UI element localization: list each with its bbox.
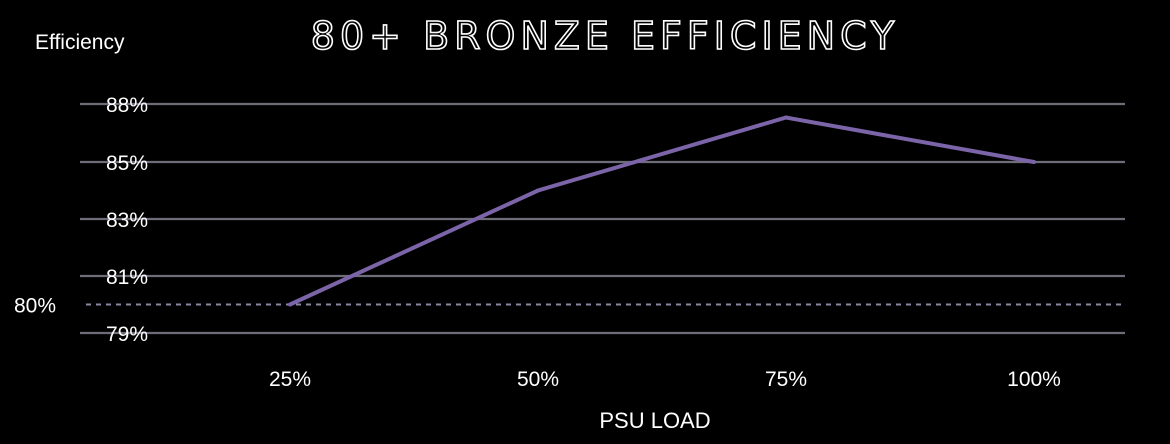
y-tick-label: 85%	[106, 152, 148, 175]
series-line	[289, 115, 1035, 307]
x-tick-label: 100%	[1007, 368, 1061, 391]
data-point	[288, 302, 292, 307]
x-tick-labels: 25% 50% 75% 100%	[269, 368, 1061, 391]
y-tick-label: 88%	[106, 94, 148, 117]
y-axis-label: Efficiency	[35, 31, 125, 54]
x-tick-label: 50%	[517, 368, 559, 391]
grid-lines	[80, 102, 1125, 335]
data-point	[784, 115, 788, 120]
y-tick-label: 83%	[106, 209, 148, 232]
x-tick-label: 75%	[765, 368, 807, 391]
data-point	[1032, 160, 1036, 164]
y-tick-label: 81%	[106, 266, 148, 289]
chart-title: 80+ BRONZE EFFICIENCY	[311, 14, 899, 58]
x-tick-label: 25%	[269, 368, 311, 391]
data-point	[536, 188, 540, 193]
reference-line-group: 80%	[14, 295, 1125, 318]
y-tick-label: 79%	[106, 323, 148, 346]
x-axis-label: PSU LOAD	[599, 408, 710, 433]
y-tick-labels: 88% 85% 83% 81% 79%	[106, 94, 148, 346]
reference-line-label: 80%	[14, 295, 56, 318]
series-group	[288, 115, 1036, 307]
